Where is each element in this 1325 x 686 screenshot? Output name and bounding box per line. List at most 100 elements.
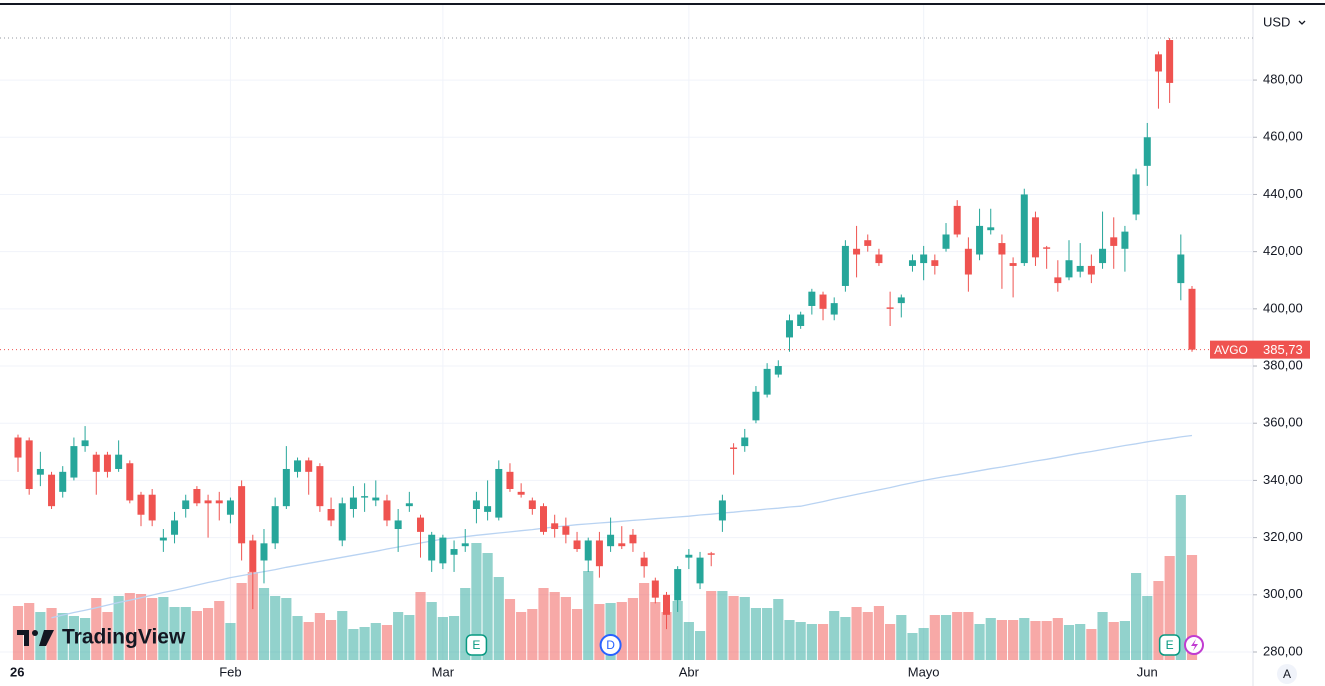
candle-body (562, 526, 570, 535)
volume-bar (1008, 620, 1019, 660)
auto-scale-button[interactable] (1277, 664, 1297, 684)
volume-bar (504, 599, 516, 660)
volume-bar (1019, 618, 1030, 660)
price-tag (1253, 340, 1310, 359)
candle-body (495, 468, 503, 518)
candle-body (439, 537, 447, 564)
candle-body (774, 366, 782, 375)
volume-bar (538, 588, 549, 660)
candle-body (238, 486, 246, 544)
volume-bar (594, 604, 605, 660)
candle-body (662, 594, 670, 615)
volume-bar (314, 613, 325, 660)
volume-bar (616, 602, 627, 660)
volume-bar (1186, 555, 1198, 660)
volume-bar (448, 616, 460, 660)
candle-body (685, 554, 693, 558)
event-label: D (606, 638, 615, 652)
candle-body (953, 205, 961, 235)
volume-bar (35, 612, 46, 660)
event-marker (465, 634, 488, 656)
volume-bar (102, 612, 113, 660)
volume-bar (1030, 621, 1041, 660)
alert-bolt (1191, 639, 1198, 651)
candle-body (1009, 263, 1017, 266)
candle-body (25, 440, 33, 489)
volume-bar (728, 596, 739, 660)
volume-bar (862, 612, 873, 660)
candle-body (115, 454, 123, 469)
volume-bar (169, 607, 180, 660)
auto-scale-label: A (1283, 667, 1291, 681)
candle-body (998, 243, 1006, 255)
volume-bar (1086, 629, 1097, 660)
volume-bar (706, 591, 717, 660)
currency: USD (1263, 14, 1290, 29)
volume-bar (773, 599, 784, 660)
volume-bar (493, 577, 504, 660)
volume-bar (1142, 596, 1153, 660)
volume-bar (750, 608, 762, 660)
volume-bar (1041, 621, 1052, 660)
alert-icon[interactable] (1184, 635, 1204, 655)
candle-body (484, 506, 492, 512)
candle-body (629, 534, 637, 544)
volume-bar (1153, 581, 1164, 660)
candle-body (461, 543, 469, 547)
volume-bar (1131, 573, 1142, 660)
brand-logo (17, 630, 54, 646)
volume-bar (907, 633, 918, 660)
candle-body (573, 540, 581, 550)
candle-body (506, 471, 514, 489)
candle-body (819, 294, 827, 309)
volume-bar (370, 623, 381, 660)
candle-body (59, 471, 67, 492)
candle-body (696, 557, 704, 584)
volume-bar (851, 607, 862, 660)
volume-bar (482, 553, 493, 660)
volume-bar (985, 618, 996, 660)
candle-body (931, 260, 939, 266)
brand: TradingView (62, 626, 186, 649)
volume-bar (560, 597, 571, 660)
x-tick-label: Mar (432, 664, 455, 679)
volume-bar (918, 628, 929, 660)
candle-body (897, 297, 905, 304)
candle-body (595, 540, 603, 567)
moving-average (51, 434, 1193, 619)
volume-bar (247, 572, 258, 660)
volume-bar (795, 622, 806, 660)
candle-body (383, 500, 391, 521)
volume-bar (460, 588, 471, 660)
y-tick-label: 280,00 (1263, 643, 1303, 658)
candle-body (908, 260, 916, 266)
candle-body (36, 468, 44, 475)
y-tick-label: 420,00 (1263, 243, 1303, 258)
volume-bar (974, 624, 985, 660)
volume-bar (784, 620, 795, 660)
logo-part (17, 630, 29, 646)
candle-body (70, 446, 78, 478)
currency-button[interactable] (1256, 12, 1310, 34)
volume-bar (124, 593, 135, 660)
candle-body (528, 500, 536, 510)
volume-bar (516, 612, 527, 660)
candle-body (260, 543, 268, 561)
volume-bar (292, 616, 303, 660)
volume-bar (527, 609, 538, 660)
candle-body (137, 494, 145, 515)
candle-body (841, 245, 849, 286)
candle-body (372, 497, 380, 501)
candle-body (618, 543, 626, 547)
candle-body (182, 500, 190, 510)
volume-bar (225, 623, 236, 660)
candle-body (920, 254, 928, 264)
y-tick-label: 380,00 (1263, 357, 1303, 372)
volume-bar (940, 615, 952, 660)
candle-body (640, 557, 648, 567)
candle-body (1031, 217, 1039, 258)
volume-bar (1119, 621, 1131, 660)
volume-bar (672, 601, 683, 660)
